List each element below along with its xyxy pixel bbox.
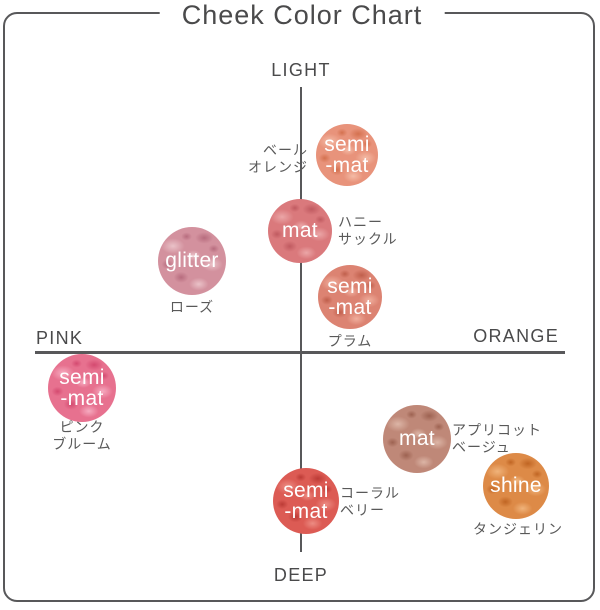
finish-label-rose: glitter [165,249,219,273]
swatch-plum: semi -mat [318,265,382,329]
swatch-pink-bloom: semi -mat [48,354,116,422]
swatch-honeysuckle: mat [268,199,332,263]
axis-label-light: LIGHT [271,60,331,80]
vertical-axis-line [300,87,302,552]
chart-title: Cheek Color Chart [159,0,445,31]
swatch-pale-orange: semi -mat [316,124,378,186]
swatch-coral-berry: semi -mat [273,468,339,534]
swatch-rose: glitter [158,227,226,295]
shade-name-apricot-beige: アプリコット ベージュ [452,422,542,455]
shade-name-tangerine: タンジェリン [473,521,563,537]
shade-name-coral-berry: コーラル ベリー [340,485,400,518]
shade-name-honeysuckle: ハニー サックル [338,214,398,247]
axis-label-deep: DEEP [273,565,329,585]
shade-name-rose: ローズ [169,299,215,315]
swatch-tangerine: shine [483,453,549,519]
axis-label-pink: PINK [36,328,84,348]
finish-label-apricot-beige: mat [399,427,435,451]
shade-name-pale-orange: ベール オレンジ [248,142,308,175]
axis-label-orange: ORANGE [473,326,559,346]
finish-label-coral-berry: semi -mat [283,478,329,523]
horizontal-axis-line [35,351,565,354]
finish-label-plum: semi -mat [327,274,373,319]
finish-label-pale-orange: semi -mat [324,132,370,177]
shade-name-pink-bloom: ピンク ブルーム [52,419,112,452]
finish-label-pink-bloom: semi -mat [59,365,105,410]
finish-label-tangerine: shine [490,474,542,498]
finish-label-honeysuckle: mat [282,219,318,243]
shade-name-plum: プラム [327,333,373,349]
swatch-apricot-beige: mat [383,405,451,473]
